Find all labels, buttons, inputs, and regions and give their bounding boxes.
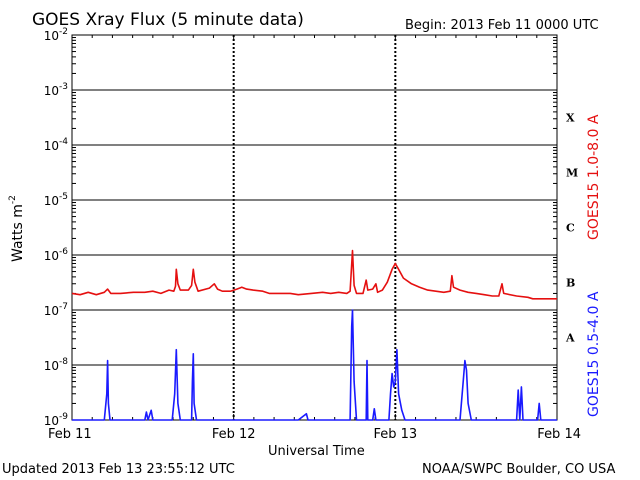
y-tick-base: 10 — [44, 414, 59, 428]
y-tick-base: 10 — [44, 84, 59, 98]
y-tick-base: 10 — [44, 249, 59, 263]
y-axis-label-text: Watts m — [10, 204, 26, 262]
legend-long-channel: GOES15 1.0-8.0 A — [586, 114, 602, 240]
y-tick-label: 10-3 — [44, 82, 68, 98]
flare-class-label: A — [565, 332, 575, 345]
x-axis-label: Universal Time — [268, 444, 365, 459]
y-tick-base: 10 — [44, 194, 59, 208]
series-line-short-channel — [72, 309, 557, 421]
y-tick-base: 10 — [44, 304, 59, 318]
flare-class-label: M — [566, 167, 578, 180]
x-tick-label: Feb 11 — [48, 427, 92, 442]
y-tick-exponent: -3 — [59, 82, 68, 92]
grid-layer — [72, 35, 557, 420]
y-axis-label-group: Watts m-2 — [8, 195, 26, 262]
x-tick-label: Feb 14 — [537, 427, 581, 442]
y-tick-label: 10-6 — [44, 247, 69, 263]
y-tick-label: 10-2 — [44, 27, 68, 43]
series-layer — [71, 249, 557, 421]
data-source: NOAA/SWPC Boulder, CO USA — [422, 462, 615, 477]
updated-timestamp: Updated 2013 Feb 13 23:55:12 UTC — [2, 462, 235, 477]
flare-class-label: X — [566, 112, 575, 125]
y-tick-base: 10 — [44, 29, 59, 43]
y-tick-label: 10-7 — [44, 302, 68, 318]
legend-short-channel: GOES15 0.5-4.0 A — [586, 291, 602, 417]
y-axis-label: Watts m-2 — [8, 195, 26, 262]
y-tick-base: 10 — [44, 139, 59, 153]
begin-label: Begin: 2013 Feb 11 0000 UTC — [405, 18, 599, 33]
series-line-long-channel — [71, 249, 557, 300]
y-tick-exponent: -6 — [59, 247, 68, 257]
y-tick-label: 10-8 — [44, 357, 69, 373]
legend-long-group: GOES15 1.0-8.0 A — [586, 114, 602, 240]
y-tick-label: 10-5 — [44, 192, 68, 208]
y-tick-exponent: -9 — [59, 412, 68, 422]
y-tick-label: 10-4 — [44, 137, 69, 153]
y-tick-label: 10-9 — [44, 412, 69, 428]
y-tick-exponent: -4 — [59, 137, 68, 147]
chart-title: GOES Xray Flux (5 minute data) — [32, 10, 304, 30]
y-axis-label-exponent: -2 — [8, 195, 18, 204]
legend-short-group: GOES15 0.5-4.0 A — [586, 291, 602, 417]
x-tick-label: Feb 13 — [373, 427, 417, 442]
y-tick-exponent: -7 — [59, 302, 68, 312]
flare-class-label: B — [566, 277, 575, 290]
flare-class-label: C — [566, 222, 575, 235]
y-tick-exponent: -8 — [59, 357, 68, 367]
y-tick-exponent: -5 — [59, 192, 68, 202]
y-tick-exponent: -2 — [59, 27, 68, 37]
y-tick-base: 10 — [44, 359, 59, 373]
x-tick-label: Feb 12 — [212, 427, 256, 442]
